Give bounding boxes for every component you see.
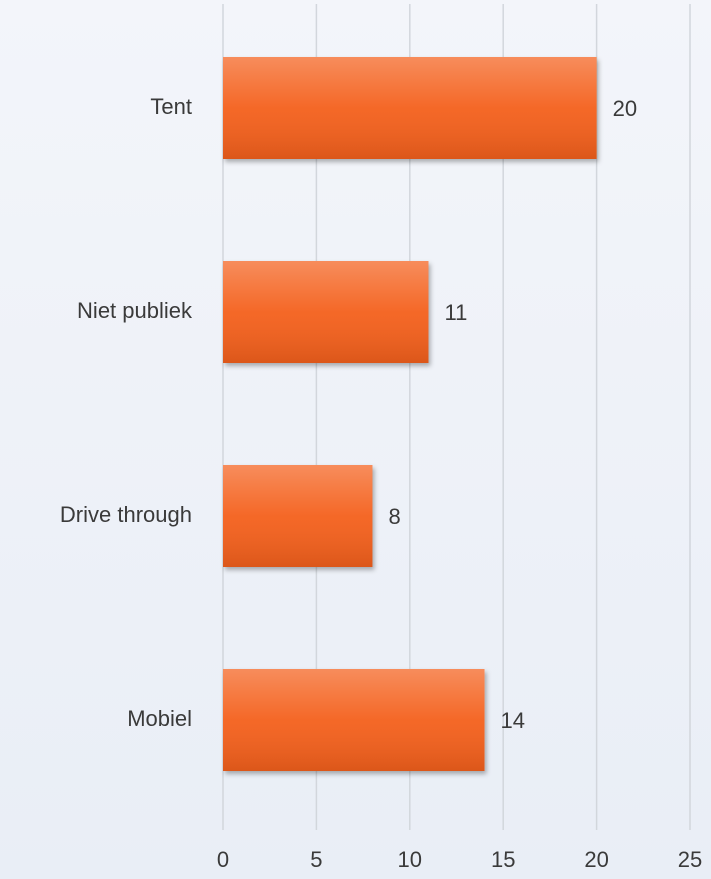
- data-label: 14: [501, 708, 525, 733]
- x-tick-label: 25: [678, 847, 702, 872]
- bar-sheen: [223, 261, 429, 363]
- x-tick-label: 10: [398, 847, 422, 872]
- y-tick-label: Drive through: [60, 502, 192, 527]
- x-tick-label: 20: [584, 847, 608, 872]
- y-tick-label: Tent: [150, 94, 192, 119]
- bar-sheen: [223, 669, 485, 771]
- bar-sheen: [223, 465, 373, 567]
- x-tick-label: 5: [310, 847, 322, 872]
- y-tick-label: Niet publiek: [77, 298, 193, 323]
- x-tick-label: 15: [491, 847, 515, 872]
- bar-sheen: [223, 57, 597, 159]
- x-tick-label: 0: [217, 847, 229, 872]
- data-label: 20: [613, 96, 637, 121]
- y-tick-label: Mobiel: [127, 706, 192, 731]
- data-label: 8: [388, 504, 400, 529]
- data-label: 11: [444, 300, 467, 325]
